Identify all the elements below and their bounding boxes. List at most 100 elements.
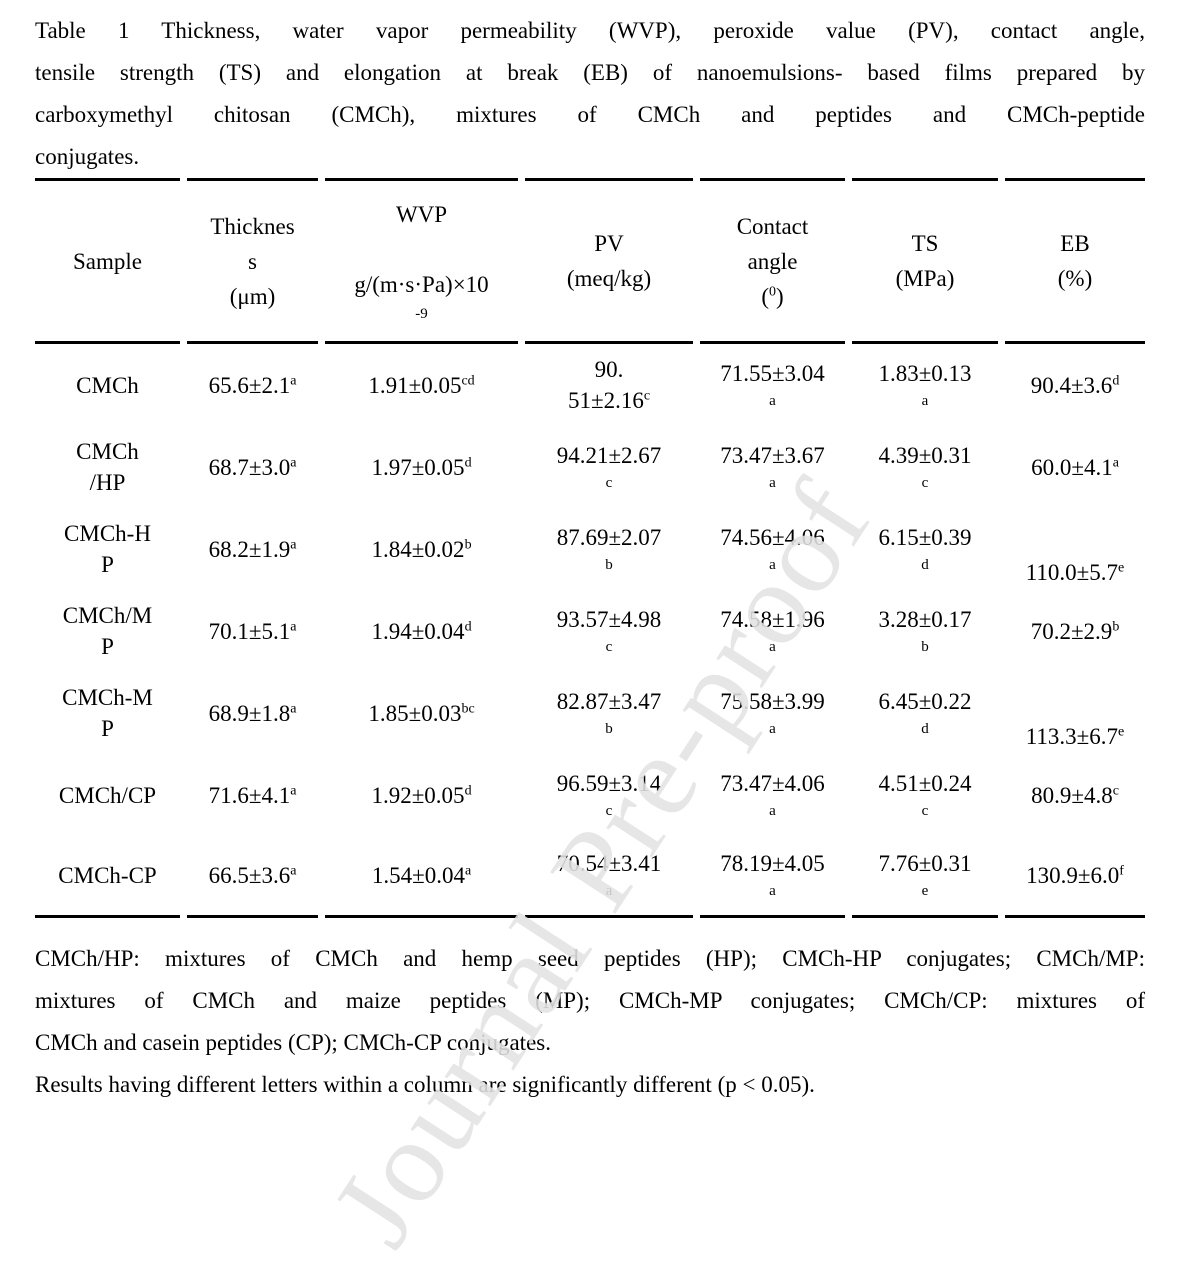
- cell-eb-row-5: 113.3±6.7e: [1005, 672, 1145, 754]
- cell-ts-row-4: 3.28±0.17 b: [852, 590, 998, 672]
- column-header-contact-angle: Contact angle (0): [700, 178, 845, 344]
- cell-line: 70.1±5.1a: [208, 618, 297, 644]
- cell-contact-angle-row-4: 74.58±1.96 a: [700, 590, 845, 672]
- cell-wvp-row-2: 1.97±0.05d: [325, 426, 518, 508]
- cell-line: 66.5±3.6a: [208, 863, 297, 888]
- superscript-letter: b: [1112, 618, 1120, 634]
- superscript-letter: d: [464, 454, 472, 470]
- cell-sample-row-4: CMCh/M P: [35, 590, 180, 672]
- table-footnotes: CMCh/HP: mixtures of CMCh and hemp seed …: [35, 938, 1145, 1106]
- superscript-letter: b: [464, 536, 472, 552]
- superscript-letter: 0: [769, 283, 776, 299]
- cell-line: CMCh/CP: [58, 782, 157, 808]
- cell-line: a: [769, 638, 776, 655]
- cell-line: Sample: [73, 248, 142, 274]
- cell-line: 70.54±3.41: [556, 851, 662, 876]
- cell-line: 94.21±2.67: [556, 442, 662, 468]
- column-header-wvp: WVP g/(m·s·Pa)×10 -9: [325, 178, 518, 344]
- cell-line: 1.83±0.13: [878, 360, 972, 386]
- cell-thickness-row-5: 68.9±1.8a: [187, 672, 318, 754]
- cell-line: P: [101, 716, 114, 741]
- cell-line: 4.51±0.24: [878, 770, 972, 796]
- cell-line: CMCh: [76, 372, 139, 398]
- cell-line: a: [769, 720, 776, 737]
- column-header-sample: Sample: [35, 178, 180, 344]
- superscript-letter: c: [643, 388, 651, 404]
- cell-line: 74.58±1.96: [720, 606, 825, 632]
- cell-pv-row-3: 87.69±2.07 b: [525, 508, 693, 590]
- cell-pv-row-5: 82.87±3.47 b: [525, 672, 693, 754]
- cell-wvp-row-4: 1.94±0.04d: [325, 590, 518, 672]
- cell-thickness-row-7: 66.5±3.6a: [187, 836, 318, 918]
- cell-wvp-row-3: 1.84±0.02b: [325, 508, 518, 590]
- cell-sample-row-5: CMCh-M P: [35, 672, 180, 754]
- cell-line: CMCh/M: [62, 603, 153, 628]
- cell-contact-angle-row-1: 71.55±3.04 a: [700, 344, 845, 426]
- cell-line: c: [605, 802, 613, 819]
- caption-line: Table 1 Thickness, water vapor permeabil…: [35, 18, 1145, 43]
- cell-line: 68.9±1.8a: [208, 700, 297, 726]
- cell-pv-row-7: 70.54±3.41 a: [525, 836, 693, 918]
- cell-thickness-row-4: 70.1±5.1a: [187, 590, 318, 672]
- cell-sample-row-2: CMCh/HP: [35, 426, 180, 508]
- cell-line: (meq/kg): [566, 266, 652, 291]
- cell-sample-row-3: CMCh-H P: [35, 508, 180, 590]
- cell-line: b: [605, 720, 613, 737]
- cell-line: 110.0±5.7e: [1025, 560, 1125, 585]
- cell-line: 80.9±4.8c: [1031, 782, 1119, 808]
- cell-line: -9: [415, 305, 428, 322]
- cell-line: 73.47±4.06: [720, 770, 825, 796]
- cell-ts-row-5: 6.45±0.22 d: [852, 672, 998, 754]
- cell-line: 7.76±0.31: [878, 851, 972, 876]
- cell-line: 6.45±0.22: [878, 688, 972, 714]
- cell-line: 1.84±0.02b: [371, 536, 472, 562]
- cell-line: 73.47±3.67: [720, 442, 825, 468]
- cell-line: a: [769, 474, 776, 491]
- cell-eb-row-2: 60.0±4.1a: [1005, 426, 1145, 508]
- column-header-thickness: Thicknes s (μm): [187, 178, 318, 344]
- cell-thickness-row-3: 68.2±1.9a: [187, 508, 318, 590]
- cell-line: 75.58±3.99: [720, 688, 825, 714]
- cell-sample-row-6: CMCh/CP: [35, 754, 180, 836]
- cell-line: a: [769, 556, 776, 573]
- cell-line: (%): [1057, 266, 1093, 291]
- cell-line: 93.57±4.98: [556, 606, 662, 632]
- footnote-line: CMCh/HP: mixtures of CMCh and hemp seed …: [35, 946, 1145, 971]
- cell-contact-angle-row-6: 73.47±4.06 a: [700, 754, 845, 836]
- cell-line: 6.15±0.39: [878, 524, 972, 550]
- cell-eb-row-4: 70.2±2.9b: [1005, 590, 1145, 672]
- cell-line: b: [605, 556, 613, 573]
- cell-line: a: [769, 883, 776, 899]
- cell-line: 78.19±4.05: [720, 851, 825, 876]
- cell-ts-row-6: 4.51±0.24 c: [852, 754, 998, 836]
- caption-line: carboxymethyl chitosan (CMCh), mixtures …: [35, 102, 1145, 127]
- cell-line: c: [921, 474, 929, 491]
- cell-line: d: [921, 556, 929, 573]
- cell-wvp-row-5: 1.85±0.03bc: [325, 672, 518, 754]
- cell-contact-angle-row-5: 75.58±3.99 a: [700, 672, 845, 754]
- cell-line: 82.87±3.47: [556, 688, 662, 714]
- cell-line: c: [605, 638, 613, 655]
- cell-line: 130.9±6.0f: [1026, 863, 1124, 888]
- cell-line: [419, 232, 425, 267]
- cell-line: 68.7±3.0a: [208, 454, 297, 480]
- superscript-letter: a: [290, 454, 297, 470]
- superscript-letter: a: [290, 700, 297, 716]
- cell-line: 1.91±0.05cd: [368, 372, 475, 398]
- cell-line: (0): [761, 283, 784, 309]
- cell-line: CMCh: [76, 439, 139, 464]
- cell-thickness-row-2: 68.7±3.0a: [187, 426, 318, 508]
- cell-line: Contact: [736, 213, 809, 239]
- cell-line: a: [769, 802, 776, 819]
- cell-line: 70.2±2.9b: [1030, 618, 1120, 644]
- cell-line: 74.56±4.06: [720, 524, 825, 550]
- cell-ts-row-1: 1.83±0.13 a: [852, 344, 998, 426]
- cell-line: g/(m·s·Pa)×10: [354, 271, 489, 297]
- cell-wvp-row-7: 1.54±0.04a: [325, 836, 518, 918]
- cell-line: angle: [747, 248, 798, 274]
- cell-thickness-row-6: 71.6±4.1a: [187, 754, 318, 836]
- cell-line: 96.59±3.14: [556, 770, 662, 796]
- cell-line: b: [921, 638, 929, 655]
- cell-line: CMCh-H: [64, 521, 151, 546]
- superscript-letter: a: [464, 863, 472, 879]
